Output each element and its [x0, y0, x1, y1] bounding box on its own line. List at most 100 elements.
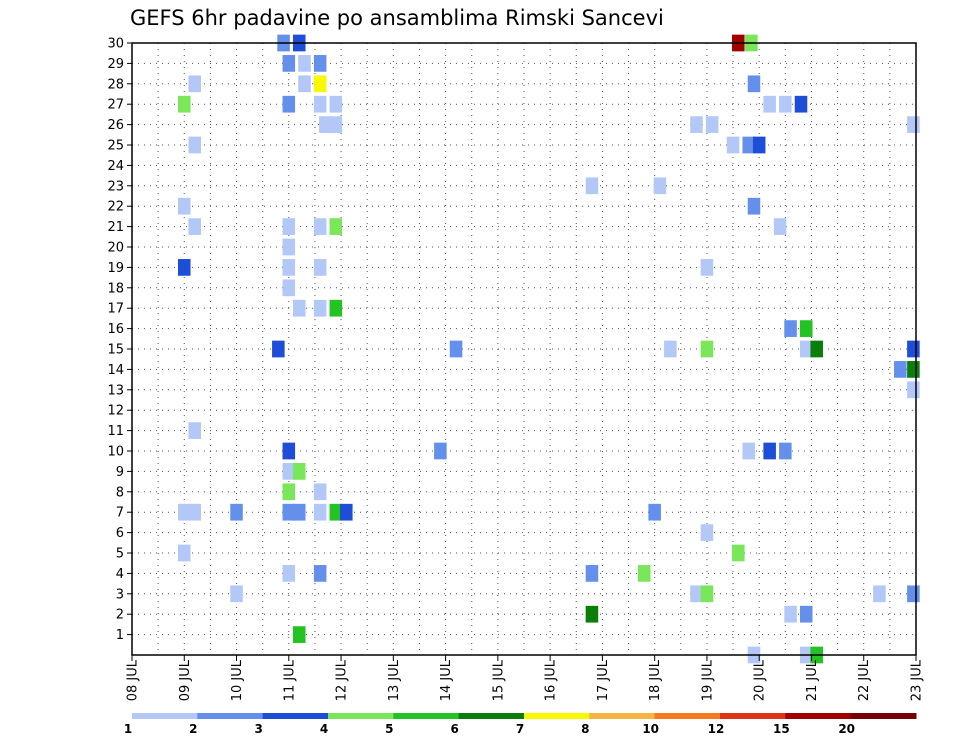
colorbar-label: 4 — [320, 722, 328, 736]
heatmap-cell — [779, 95, 792, 113]
heatmap-cell — [329, 95, 343, 113]
y-tick-label: 4 — [116, 567, 124, 582]
heatmap-cell — [282, 218, 296, 235]
heatmap-cell — [177, 259, 191, 276]
heatmap-cell — [329, 503, 343, 521]
heatmap-cell — [763, 95, 776, 113]
heatmap-cell — [292, 299, 306, 317]
y-tick-label: 14 — [107, 363, 124, 378]
x-tick-label: 17 JUL — [596, 659, 611, 701]
heatmap-cell — [637, 565, 651, 582]
y-tick-label: 28 — [107, 77, 124, 92]
colorbar-label: 15 — [773, 722, 790, 736]
heatmap-cell — [742, 442, 756, 460]
heatmap-cell — [742, 136, 756, 154]
heatmap-cell — [282, 483, 296, 501]
heatmap-cell — [784, 605, 797, 623]
heatmap-cell — [292, 463, 306, 480]
heatmap-cell — [313, 483, 327, 501]
heatmap-cell — [810, 340, 823, 358]
heatmap-cell — [282, 565, 296, 582]
heatmap-cell — [700, 340, 714, 358]
heatmap-cell — [282, 95, 296, 113]
heatmap-cell — [784, 320, 797, 337]
heatmap-cell — [230, 503, 243, 521]
heatmap-cell — [188, 218, 201, 235]
heatmap-cell — [313, 95, 327, 113]
colorbar-label: 5 — [385, 722, 393, 736]
y-tick-label: 13 — [107, 383, 124, 398]
heatmap-cell — [282, 238, 296, 256]
colorbar-swatch — [850, 713, 917, 719]
colorbar-label: 10 — [642, 722, 659, 736]
y-tick-label: 9 — [116, 465, 124, 480]
colorbar-label: 2 — [189, 722, 197, 736]
heatmap-cell — [313, 503, 327, 521]
y-tick-label: 23 — [107, 179, 124, 194]
heatmap-cell — [282, 463, 296, 480]
colorbar-label: 7 — [516, 722, 524, 736]
y-tick-label: 19 — [107, 261, 124, 276]
colorbar-swatch — [589, 713, 656, 719]
heatmap-cell — [298, 75, 311, 93]
heatmap-cell — [799, 340, 813, 358]
heatmap-cell — [272, 340, 285, 358]
colorbar-swatch — [785, 713, 852, 719]
heatmap-cell — [799, 605, 813, 623]
heatmap-cell — [188, 136, 201, 154]
y-tick-label: 18 — [107, 281, 124, 296]
heatmap-cell — [282, 259, 296, 276]
x-tick-label: 11 JUL — [282, 659, 297, 701]
y-tick-label: 29 — [107, 57, 124, 72]
heatmap-cell — [907, 585, 920, 603]
colorbar-label: 6 — [450, 722, 458, 736]
x-tick-label: 12 JUL — [335, 659, 350, 701]
heatmap-cell — [773, 218, 787, 235]
colorbar-label: 12 — [708, 722, 725, 736]
heatmap-cell — [282, 55, 296, 72]
heatmap-cell — [188, 503, 201, 521]
colorbar-swatch — [132, 713, 198, 719]
y-tick-label: 25 — [107, 139, 124, 154]
y-tick-label: 2 — [116, 608, 124, 623]
colorbar-legend: 1 2 3 4 5 6 7 8 10 12 15 20 — [124, 713, 917, 736]
y-tick-label: 27 — [107, 98, 124, 113]
heatmap-cell — [763, 442, 776, 460]
heatmap-cell — [282, 442, 296, 460]
colorbar-label: 1 — [124, 722, 132, 736]
x-tick-label: 20 JUL — [753, 659, 768, 701]
heatmap-cell — [177, 503, 191, 521]
y-tick-label: 6 — [116, 526, 124, 541]
y-tick-label: 7 — [116, 506, 124, 521]
grid — [132, 43, 916, 655]
heatmap-cell — [799, 320, 813, 337]
heatmap-cell — [648, 503, 661, 521]
heatmap-cell — [298, 55, 311, 72]
heatmap-cell — [434, 442, 447, 460]
heatmap-cell — [700, 259, 714, 276]
x-tick-label: 15 JUL — [491, 659, 506, 701]
y-tick-label: 24 — [107, 159, 124, 174]
heatmap-cell — [585, 565, 599, 582]
colorbar-swatch — [524, 713, 590, 719]
y-axis: 1234567891011121314151617181920212223242… — [107, 37, 132, 643]
heatmap-cell — [313, 565, 327, 582]
heatmap-cell — [907, 361, 920, 378]
heatmap-cell — [292, 503, 306, 521]
heatmap-cell — [313, 55, 327, 72]
heatmap-cell — [894, 361, 907, 378]
heatmap-cell — [329, 116, 343, 133]
colorbar-label: 3 — [254, 722, 262, 736]
heatmap-cell — [705, 116, 719, 133]
y-tick-label: 17 — [107, 302, 124, 317]
heatmap-cell — [188, 75, 201, 93]
colorbar-swatch — [262, 713, 329, 719]
y-tick-label: 10 — [107, 445, 124, 460]
x-tick-label: 22 JUL — [857, 659, 872, 701]
y-tick-label: 8 — [116, 485, 124, 500]
heatmap-cell — [779, 442, 792, 460]
colorbar-swatch — [720, 713, 786, 719]
heatmap-cell — [690, 116, 703, 133]
heatmap-cell — [700, 524, 714, 541]
